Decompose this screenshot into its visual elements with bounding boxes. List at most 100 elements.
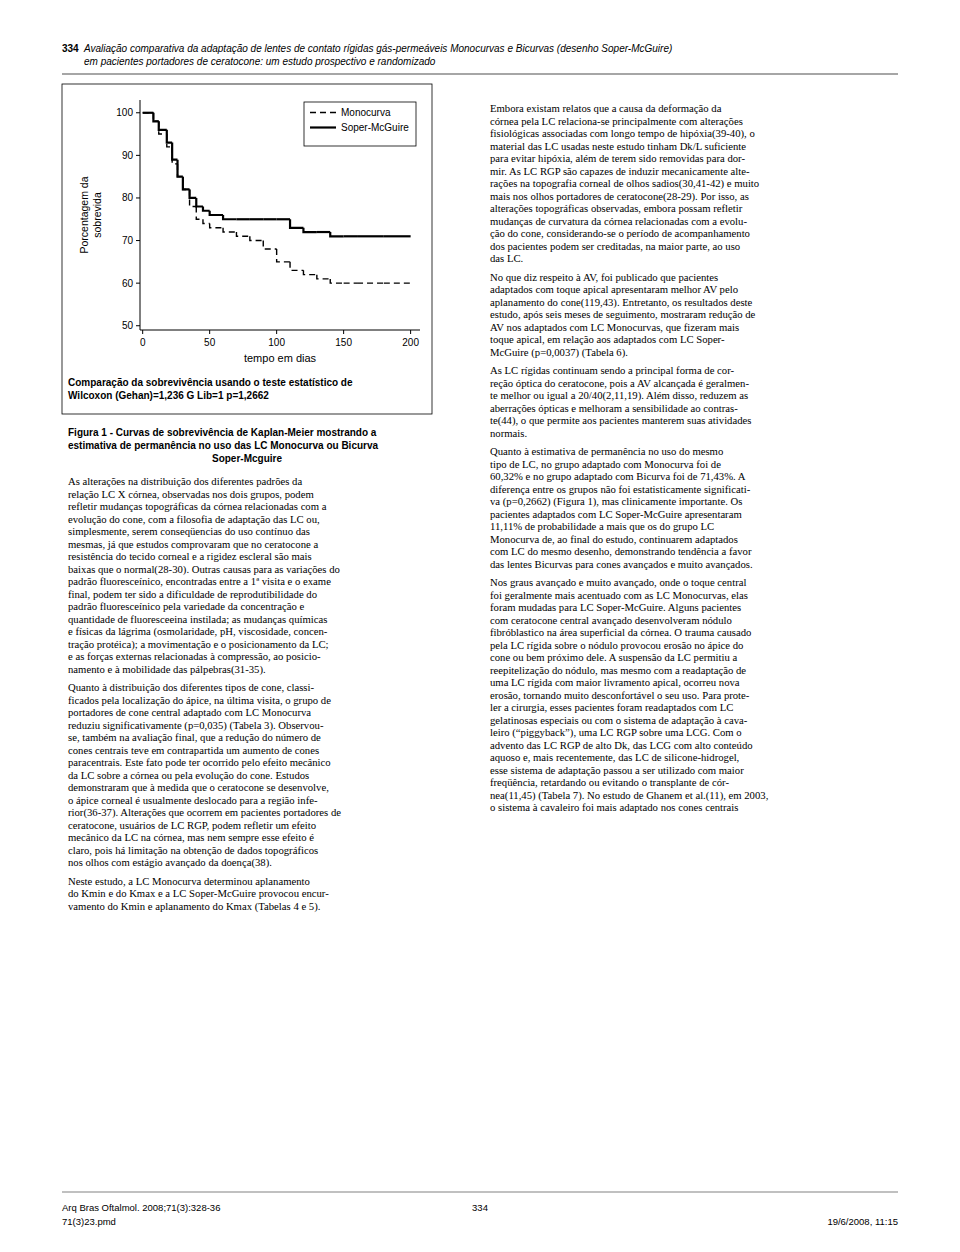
y-tick-label: 90 [122, 150, 134, 161]
step-segment [330, 279, 343, 283]
series [143, 113, 411, 237]
body-text: córnea pela LC relaciona-se principalmen… [490, 115, 743, 127]
step-segment [159, 121, 167, 134]
body-text: baixas que o normal(28-30). Outras causa… [68, 563, 340, 576]
body-text: cones centrais teve em contrapartida um … [68, 744, 319, 756]
body-text: namento e à mobilidade das pálpebras(31-… [68, 663, 266, 676]
body-text: nea(11,45) (Tabela 7). No estudo de Ghan… [490, 789, 768, 802]
x-tick-label: 0 [140, 337, 146, 348]
body-text: foram mudadas para LC Soper-McGuire. Alg… [490, 601, 741, 613]
body-text: o ápice corneal é usualmente deslocado p… [68, 794, 318, 806]
step-segment [167, 130, 172, 143]
legend-swatch [310, 126, 336, 128]
body-text: quantidade de fluoresceeina instilada; a… [68, 613, 327, 625]
body-text: e físicas da lágrima (osmolaridade, pH, … [68, 625, 328, 638]
body-text: mudanças de curvatura da córnea relacion… [490, 215, 747, 227]
legend: MonocurvaSoper-McGuire [304, 102, 416, 146]
body-text: alterações topográficas observadas, embo… [490, 202, 743, 214]
step-segment [290, 219, 303, 228]
legend-label: Monocurva [341, 107, 391, 118]
body-text: va (p=0,2662) (Figura 1), mas clinicamen… [490, 495, 742, 508]
body-text: para evitar hipóxia, além de terem sido … [490, 152, 745, 164]
body-text: freqüência, retardando ou evitando o tra… [490, 776, 729, 788]
body-text: das LC. [490, 252, 523, 264]
step-segment [153, 113, 158, 122]
stats-text: Wilcoxon (Gehan)=1,236 G Lib=1 p=1,2662 [68, 390, 269, 401]
step-segment [210, 211, 223, 215]
body-text: e as forças externas relacionadas à comp… [68, 650, 321, 662]
body-text: ceratocone, usuários de LC RGP, podem re… [68, 819, 316, 831]
step-segment [277, 218, 290, 220]
y-tick [136, 325, 140, 326]
running-head: em pacientes portadores de ceratocone: u… [84, 56, 436, 67]
body-text: normais. [490, 427, 527, 439]
step-segment [344, 282, 357, 283]
step-segment [344, 235, 357, 237]
body-text: ção do cone, considerando-se o período d… [490, 227, 750, 239]
step-segment [357, 235, 384, 237]
page-number: 334 [62, 43, 79, 54]
body-text: AV nos adaptados com LC Monocurvas, que … [490, 321, 739, 333]
body-text: As LC rígidas continuam sendo a principa… [490, 364, 734, 376]
body-text: estudo, após seis meses de seguimento, m… [490, 308, 756, 320]
y-tick [136, 155, 140, 156]
step-segment [183, 177, 190, 190]
y-tick [136, 283, 140, 284]
step-segment [330, 232, 343, 236]
page: 334Avaliação comparativa da adaptação de… [0, 0, 960, 1252]
step-segment [357, 282, 384, 283]
body-text: adaptados com toque apical apresentaram … [490, 283, 738, 295]
body-text: das lentes Bicurvas para cones avançados… [490, 558, 753, 570]
body-text: claro, pois há limitação na obtenção de … [68, 844, 318, 856]
step-segment [384, 282, 411, 283]
body-text: esse sistema de adaptação passou a ser u… [490, 764, 744, 776]
x-tick [142, 330, 143, 334]
body-text: gelatinosas especiais ou com o sistema d… [490, 714, 748, 726]
body-text: pela LC rígida sobre o nódulo provocou e… [490, 639, 743, 651]
figure-caption: Figura 1 - Curvas de sobrevivência de Ka… [68, 427, 377, 438]
body-text: nos olhos com estágio avançado da doença… [68, 856, 272, 869]
y-tick-label: 50 [122, 320, 134, 331]
chart: 5060708090100050100150200tempo em diasPo… [78, 100, 420, 364]
step-segment [159, 121, 167, 130]
x-tick [410, 330, 411, 334]
step-segment [317, 275, 330, 279]
body-text: demonstraram que à medida que o ceratoco… [68, 781, 329, 793]
figure-caption: Soper-Mcguire [212, 453, 282, 464]
step-segment [277, 249, 290, 262]
x-tick [343, 330, 344, 334]
figure-caption: estimativa de permanência no uso das LC … [68, 440, 379, 451]
body-text: 11,11% de probabilidade a mais que os do… [490, 520, 714, 532]
step-segment [190, 189, 197, 198]
y-axis-label: Porcentagem dasobrevida [78, 176, 103, 253]
step-segment [263, 241, 276, 250]
body-text: cone ou bem próximo dele. A suspensão da… [490, 651, 738, 663]
step-segment [250, 218, 263, 220]
step-segment [303, 270, 316, 274]
step-segment [236, 232, 249, 236]
body-text: vamento do Kmin e aplanamento do Kmax (T… [68, 900, 320, 913]
body-text: As alterações na distribuição dos difere… [68, 475, 302, 487]
footer-text: 334 [472, 1202, 488, 1213]
body-text: rações na topografia corneal de olhos sa… [490, 177, 759, 190]
body-text: mesmas, já que estudos comprovaram que n… [68, 538, 318, 550]
header-rule [62, 74, 898, 75]
body-text: da LC sobre a córnea ou pela evolução do… [68, 769, 309, 781]
body-text: mais nos olhos portadores de ceratocone(… [490, 190, 749, 203]
body-text: resistência do tecido corneal e a rigide… [68, 550, 312, 562]
body-text: Neste estudo, a LC Monocurva determinou … [68, 875, 310, 887]
step-segment [384, 235, 411, 237]
body-text: tração protéica); a movimentação e o pos… [68, 638, 329, 651]
body-text: ler a cirurgia, esses pacientes foram re… [490, 701, 733, 713]
step-segment [303, 228, 316, 232]
y-axis-label-line: Porcentagem da [78, 176, 90, 253]
body-text: aquoso e, mais recentemente, das LC de s… [490, 751, 739, 763]
body-text: se, também na avaliação final, que a red… [68, 731, 321, 743]
body-text: rior(36-37). Alterações que ocorrem em p… [68, 806, 341, 819]
y-tick-label: 70 [122, 235, 134, 246]
legend-frame [304, 102, 416, 146]
body-text: com ceratocone central avançado desenvol… [490, 614, 732, 626]
body-text: te melhor ou igual a 20/40(2,11,19). Alé… [490, 389, 748, 402]
step-segment [143, 112, 154, 114]
step-segment [203, 206, 210, 210]
